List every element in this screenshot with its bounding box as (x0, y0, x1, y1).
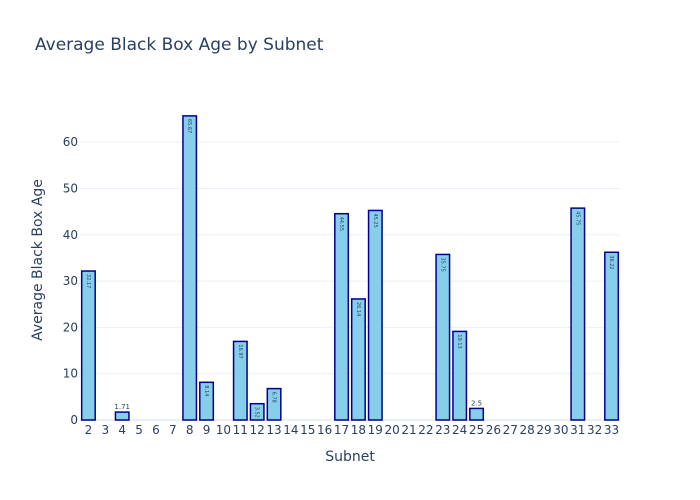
x-tick-label: 31 (570, 423, 585, 437)
x-tick-label: 7 (169, 423, 177, 437)
x-tick-label: 14 (283, 423, 298, 437)
x-tick-label: 2 (85, 423, 93, 437)
bar[interactable] (367, 209, 383, 421)
bar[interactable] (266, 387, 282, 421)
x-tick-label: 23 (435, 423, 450, 437)
y-tick-label: 0 (70, 413, 78, 427)
x-tick-label: 16 (317, 423, 332, 437)
x-tick-label: 33 (604, 423, 619, 437)
x-tick-label: 6 (152, 423, 160, 437)
bar[interactable] (249, 402, 265, 421)
x-tick-label: 11 (233, 423, 248, 437)
x-tick-label: 22 (418, 423, 433, 437)
bar-value-label: 44.55 (338, 217, 344, 231)
bar-value-label: 36.22 (608, 255, 614, 269)
x-tick-label: 15 (300, 423, 315, 437)
x-tick-label: 5 (135, 423, 143, 437)
x-tick-label: 30 (553, 423, 568, 437)
bar-value-labels: 32.17 1.71 65.67 8.14 16.97 3.52 6.78 44.55 26.1… (85, 119, 614, 418)
y-axis-title: Average Black Box Age (30, 179, 46, 341)
bar[interactable] (570, 207, 586, 421)
bar-value-label: 16.97 (237, 344, 243, 358)
x-tick-label: 17 (334, 423, 349, 437)
bar[interactable] (232, 340, 248, 421)
x-tick-label: 20 (385, 423, 400, 437)
y-tick-label: 50 (63, 181, 78, 195)
bar[interactable] (182, 115, 198, 421)
x-tick-label: 3 (101, 423, 109, 437)
bar[interactable] (114, 411, 130, 421)
bar-value-label: 2.5 (471, 399, 482, 407)
y-tick-label: 60 (63, 135, 78, 149)
x-tick-label: 12 (250, 423, 265, 437)
x-tick-label: 29 (536, 423, 551, 437)
x-tick-label: 28 (520, 423, 535, 437)
bar[interactable] (435, 253, 451, 421)
bar-value-label: 3.52 (254, 407, 260, 418)
x-tick-label: 24 (452, 423, 467, 437)
bars (80, 115, 620, 421)
bar-value-label: 45.75 (574, 211, 580, 225)
x-tick-label: 10 (216, 423, 231, 437)
y-axis-ticks: 0 10 20 30 40 50 60 (63, 135, 78, 427)
x-tick-label: 8 (186, 423, 194, 437)
bar[interactable] (604, 251, 620, 421)
bar[interactable] (350, 298, 366, 421)
bar-value-label: 65.67 (186, 119, 192, 133)
x-axis-ticks: 2 3 4 5 6 7 8 9 10 11 12 13 14 15 16 17 18 19 20 21 22 23 24 25… (85, 423, 620, 437)
bar[interactable] (469, 407, 485, 421)
bar-value-label: 32.17 (85, 274, 91, 288)
grid-lines (80, 141, 620, 421)
bar-value-label: 6.78 (271, 392, 277, 403)
bar-value-label: 19.13 (456, 334, 462, 348)
x-tick-label: 19 (368, 423, 383, 437)
x-tick-label: 13 (266, 423, 281, 437)
bar[interactable] (452, 330, 468, 421)
x-tick-label: 26 (486, 423, 501, 437)
x-tick-label: 21 (401, 423, 416, 437)
bar-value-label: 8.14 (203, 385, 209, 396)
bar[interactable] (334, 212, 350, 421)
bar[interactable] (199, 381, 215, 421)
x-tick-label: 18 (351, 423, 366, 437)
bar-value-label: 45.25 (372, 213, 378, 227)
y-tick-label: 30 (63, 274, 78, 288)
x-axis-title: Subnet (325, 449, 375, 465)
y-tick-label: 20 (63, 320, 78, 334)
bar-value-label: 1.71 (114, 403, 130, 411)
y-tick-label: 10 (63, 367, 78, 381)
x-tick-label: 4 (118, 423, 126, 437)
x-tick-label: 9 (203, 423, 211, 437)
bar-value-label: 26.14 (355, 302, 361, 316)
chart-title: Average Black Box Age by Subnet (35, 35, 324, 55)
x-tick-label: 27 (503, 423, 518, 437)
x-tick-label: 32 (587, 423, 602, 437)
y-tick-label: 40 (63, 228, 78, 242)
bar[interactable] (80, 270, 96, 421)
bar-value-label: 35.75 (439, 257, 445, 271)
x-tick-label: 25 (469, 423, 484, 437)
